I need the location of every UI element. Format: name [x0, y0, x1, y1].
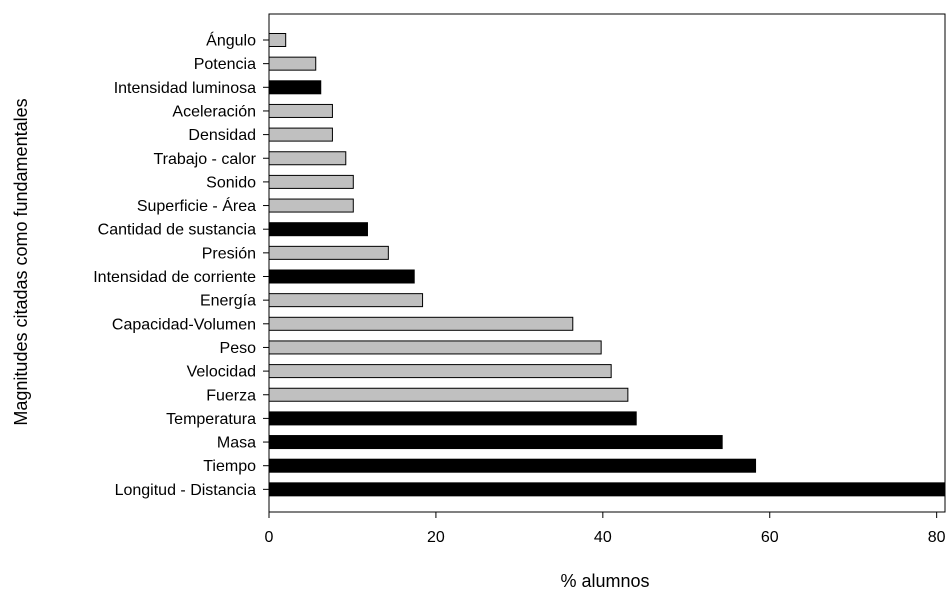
bar	[268, 458, 757, 473]
axes	[263, 13, 946, 518]
y-tick-label: Densidad	[188, 127, 256, 144]
bar	[268, 56, 317, 71]
plot-frame	[268, 13, 946, 513]
bar	[268, 293, 424, 308]
y-tick-label: Capacidad-Volumen	[112, 316, 256, 333]
bar	[268, 340, 602, 355]
y-tick-label: Potencia	[194, 56, 256, 73]
y-tick-label: Trabajo - calor	[153, 151, 256, 168]
y-axis-title: Magnitudes citadas como fundamentales	[11, 98, 31, 425]
y-tick-label: Velocidad	[187, 364, 256, 381]
bar	[268, 387, 629, 402]
x-tick-label: 60	[761, 529, 779, 546]
y-tick-label: Masa	[217, 435, 256, 452]
bar	[268, 103, 333, 118]
y-tick-label: Energía	[200, 293, 256, 310]
x-tick-label: 80	[928, 529, 946, 546]
y-tick-label: Superficie - Área	[137, 196, 256, 215]
bar	[268, 33, 287, 47]
bar	[268, 245, 389, 260]
y-tick-label: Intensidad de corriente	[93, 269, 256, 286]
bar	[268, 222, 368, 237]
y-tick-label: Tiempo	[203, 458, 256, 475]
y-tick-label: Presión	[202, 245, 256, 262]
y-tick-label: Temperatura	[166, 411, 256, 428]
y-tick-label: Sonido	[206, 174, 256, 191]
x-tick-label: 40	[594, 529, 612, 546]
y-tick-label: Ángulo	[206, 31, 256, 50]
bar	[268, 482, 946, 497]
bar	[268, 80, 322, 95]
bar	[268, 411, 637, 426]
y-tick-label: Fuerza	[206, 387, 256, 404]
bar	[268, 269, 415, 284]
x-tick-label: 20	[427, 529, 445, 546]
y-tick-label: Peso	[220, 340, 257, 357]
labels: 0 20 40 60 80 Ángulo Potencia Intensidad lumino…	[93, 31, 945, 547]
bar	[268, 435, 723, 450]
bar	[268, 151, 347, 166]
y-tick-label: Longitud - Distancia	[115, 482, 257, 499]
bar	[268, 174, 354, 189]
y-tick-label: Aceleración	[172, 103, 256, 120]
bars	[268, 33, 946, 497]
bar	[268, 316, 574, 331]
x-axis-title: % alumnos	[560, 571, 649, 590]
bar	[268, 127, 333, 142]
y-tick-label: Cantidad de sustancia	[98, 222, 256, 239]
x-tick-label: 0	[265, 529, 274, 546]
bar	[268, 364, 612, 379]
bar	[268, 198, 354, 213]
y-tick-label: Intensidad luminosa	[114, 80, 256, 97]
